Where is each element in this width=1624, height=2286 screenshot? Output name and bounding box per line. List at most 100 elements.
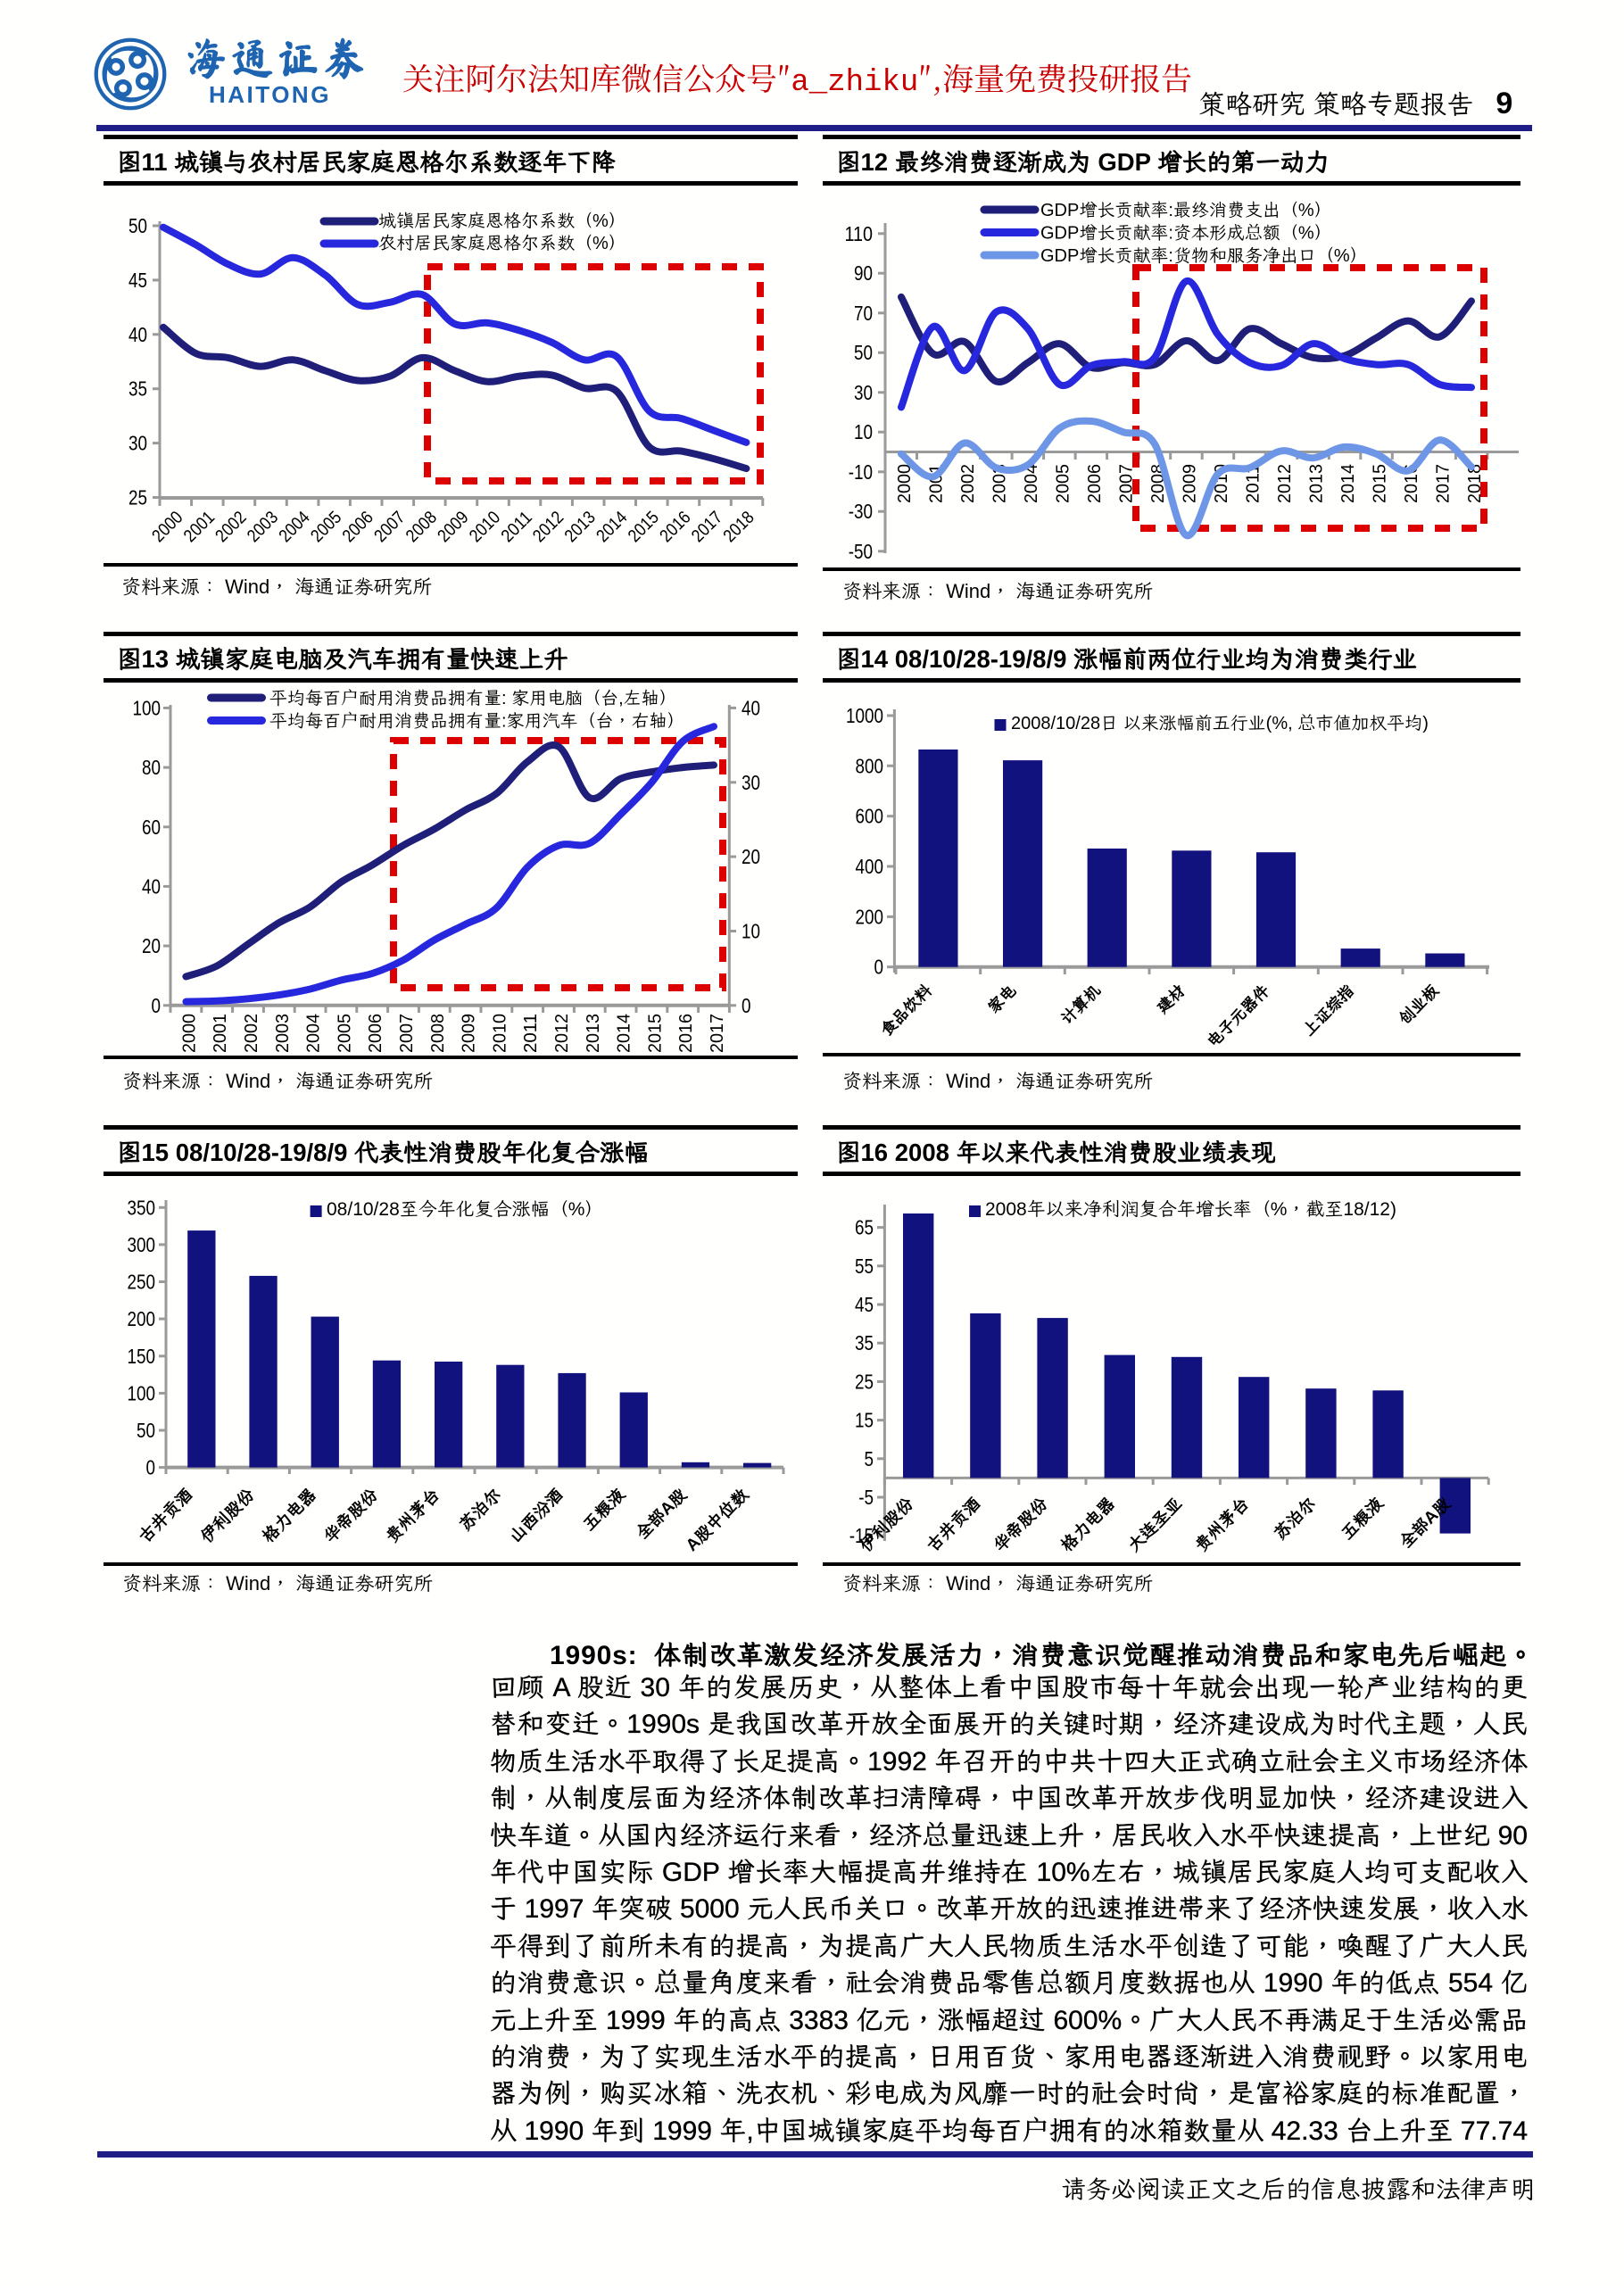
svg-text:400: 400 — [856, 855, 884, 878]
svg-text:10: 10 — [854, 420, 873, 443]
svg-text:GDP增长贡献率:资本形成总额（%）: GDP增长贡献率:资本形成总额（%） — [1040, 219, 1332, 244]
svg-text:2003: 2003 — [990, 464, 1010, 503]
svg-text:2004: 2004 — [1022, 464, 1041, 503]
svg-text:贵州茅台: 贵州茅台 — [382, 1485, 443, 1546]
svg-text:30: 30 — [742, 771, 760, 794]
svg-text:2011: 2011 — [521, 1014, 541, 1053]
svg-text:2007: 2007 — [1117, 464, 1137, 503]
svg-text:2006: 2006 — [366, 1014, 385, 1053]
svg-text:30: 30 — [854, 381, 873, 404]
svg-text:60: 60 — [142, 816, 161, 839]
svg-text:600: 600 — [856, 805, 884, 828]
svg-text:110: 110 — [845, 222, 874, 245]
svg-text:苏泊尔: 苏泊尔 — [456, 1486, 505, 1535]
svg-text:古井贡酒: 古井贡酒 — [924, 1495, 985, 1556]
svg-text:2017: 2017 — [708, 1014, 727, 1053]
svg-text:2013: 2013 — [561, 508, 600, 546]
svg-text:80: 80 — [142, 756, 161, 779]
svg-text:2009: 2009 — [460, 1014, 479, 1053]
svg-text:350: 350 — [128, 1196, 156, 1219]
svg-text:200: 200 — [856, 905, 884, 928]
svg-text:30: 30 — [128, 432, 147, 455]
svg-text:55: 55 — [855, 1255, 874, 1278]
svg-text:2006: 2006 — [339, 508, 377, 546]
svg-text:800: 800 — [856, 754, 884, 777]
svg-text:贵州茅台: 贵州茅台 — [1191, 1494, 1253, 1555]
svg-text:格力电器: 格力电器 — [1057, 1494, 1119, 1555]
svg-text:2005: 2005 — [307, 508, 345, 546]
svg-text:-50: -50 — [849, 540, 873, 563]
svg-text:2014: 2014 — [615, 1014, 634, 1053]
svg-text:08/10/28至今年化复合涨幅（%）: 08/10/28至今年化复合涨幅（%） — [327, 1199, 603, 1220]
svg-text:45: 45 — [855, 1293, 874, 1316]
svg-text:15: 15 — [855, 1409, 874, 1432]
svg-text:上证综指: 上证综指 — [1299, 981, 1357, 1039]
svg-text:45: 45 — [128, 269, 147, 292]
svg-text:20: 20 — [142, 934, 161, 957]
svg-text:2000: 2000 — [179, 1014, 199, 1053]
svg-text:平均每百户耐用消费品拥有量:家用汽车（台，右轴）: 平均每百户耐用消费品拥有量:家用汽车（台，右轴） — [269, 707, 685, 733]
svg-text:2004: 2004 — [304, 1014, 324, 1053]
svg-text:2000: 2000 — [895, 464, 915, 503]
svg-text:2008/10/28日 以来涨幅前五行业(%, 总市值加权平: 2008/10/28日 以来涨幅前五行业(%, 总市值加权平均) — [1011, 708, 1429, 734]
svg-text:-5: -5 — [858, 1486, 874, 1509]
svg-text:2009: 2009 — [434, 508, 472, 546]
svg-text:10: 10 — [742, 920, 760, 943]
svg-text:计算机: 计算机 — [1057, 981, 1104, 1028]
svg-text:2011: 2011 — [498, 508, 536, 546]
svg-text:-30: -30 — [849, 500, 873, 523]
svg-text:2018: 2018 — [1465, 464, 1485, 503]
svg-text:平均每百户耐用消费品拥有量: 家用电脑（台,左轴）: 平均每百户耐用消费品拥有量: 家用电脑（台,左轴） — [269, 683, 677, 709]
svg-text:50: 50 — [854, 341, 873, 364]
svg-text:伊利股份: 伊利股份 — [197, 1485, 259, 1546]
svg-text:古井贡酒: 古井贡酒 — [136, 1486, 197, 1547]
svg-text:大连圣亚: 大连圣亚 — [1124, 1495, 1186, 1556]
svg-text:0: 0 — [742, 994, 751, 1017]
svg-text:25: 25 — [128, 486, 147, 509]
svg-text:2014: 2014 — [1338, 464, 1358, 503]
svg-text:-10: -10 — [849, 460, 873, 484]
svg-text:250: 250 — [128, 1271, 156, 1294]
svg-text:150: 150 — [128, 1345, 156, 1368]
svg-text:40: 40 — [142, 874, 161, 898]
svg-text:A股中位数: A股中位数 — [682, 1485, 752, 1555]
svg-text:创业板: 创业板 — [1396, 981, 1442, 1028]
svg-text:2014: 2014 — [592, 508, 631, 546]
svg-text:300: 300 — [128, 1233, 156, 1256]
svg-text:华帝股份: 华帝股份 — [320, 1485, 382, 1546]
svg-text:20: 20 — [742, 845, 760, 868]
svg-text:100: 100 — [133, 696, 162, 719]
svg-text:2008年以来净利润复合年增长率（%，截至18/12): 2008年以来净利润复合年增长率（%，截至18/12) — [985, 1199, 1396, 1220]
svg-text:2016: 2016 — [676, 1014, 696, 1053]
svg-text:2017: 2017 — [1434, 464, 1454, 503]
svg-text:格力电器: 格力电器 — [259, 1485, 320, 1546]
svg-text:五粮液: 五粮液 — [580, 1485, 630, 1535]
svg-text:0: 0 — [874, 956, 884, 979]
svg-text:2002: 2002 — [211, 508, 250, 546]
svg-text:2013: 2013 — [1307, 464, 1327, 503]
svg-text:0: 0 — [146, 1456, 156, 1479]
svg-text:2008: 2008 — [402, 508, 441, 546]
svg-text:50: 50 — [128, 214, 147, 237]
svg-text:苏泊尔: 苏泊尔 — [1271, 1495, 1320, 1544]
svg-text:50: 50 — [137, 1419, 155, 1442]
svg-text:35: 35 — [855, 1331, 874, 1354]
svg-text:35: 35 — [128, 377, 147, 401]
svg-text:40: 40 — [742, 696, 760, 719]
svg-text:2007: 2007 — [397, 1014, 417, 1053]
svg-text:家电: 家电 — [984, 981, 1020, 1017]
svg-text:2012: 2012 — [552, 1014, 572, 1053]
svg-text:2001: 2001 — [180, 508, 219, 546]
svg-text:五粮液: 五粮液 — [1338, 1494, 1388, 1544]
svg-text:90: 90 — [854, 261, 873, 285]
svg-text:华帝股份: 华帝股份 — [990, 1494, 1052, 1555]
svg-text:2003: 2003 — [244, 508, 282, 546]
svg-text:2012: 2012 — [529, 508, 568, 546]
svg-text:100: 100 — [128, 1381, 156, 1404]
svg-text:2002: 2002 — [958, 464, 978, 503]
svg-text:2003: 2003 — [273, 1014, 293, 1053]
svg-text:70: 70 — [854, 302, 873, 325]
svg-text:2008: 2008 — [428, 1014, 448, 1053]
svg-text:山西汾酒: 山西汾酒 — [506, 1486, 568, 1547]
svg-text:2015: 2015 — [645, 1014, 665, 1053]
